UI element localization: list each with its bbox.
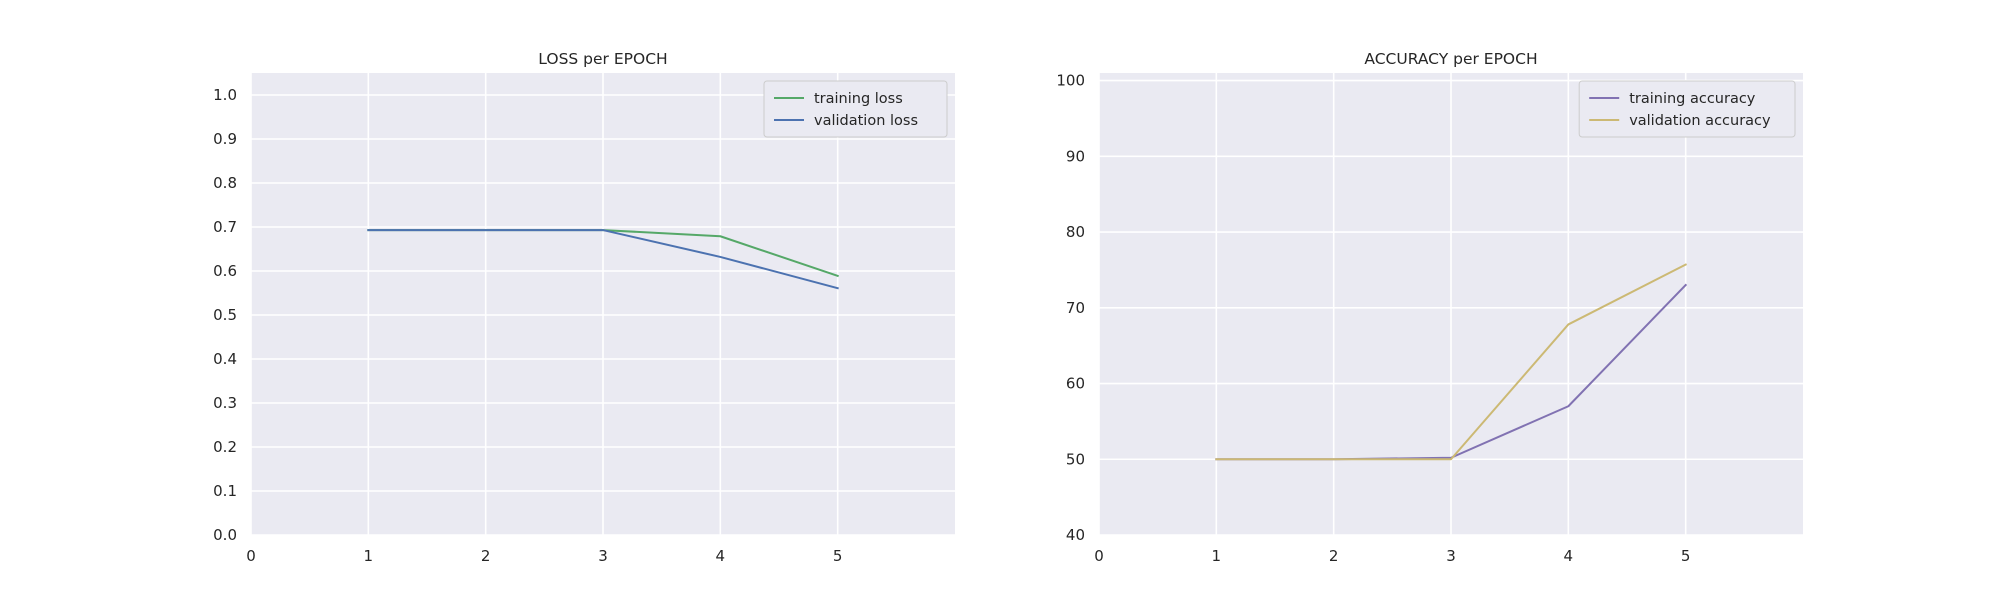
x-tick-label: 2 — [481, 547, 491, 565]
x-tick-label: 4 — [716, 547, 726, 565]
y-tick-label: 0.9 — [213, 130, 237, 148]
legend-label: training loss — [814, 91, 903, 107]
x-tick-label: 0 — [1094, 547, 1104, 565]
y-tick-label: 60 — [1066, 375, 1085, 393]
y-tick-label: 50 — [1066, 450, 1085, 468]
x-tick-label: 0 — [246, 547, 256, 565]
y-tick-label: 0.5 — [213, 306, 237, 324]
y-tick-label: 100 — [1056, 72, 1085, 90]
legend-box — [1578, 80, 1796, 138]
y-tick-label: 0.1 — [213, 482, 237, 500]
legend-label: training accuracy — [1629, 91, 1756, 107]
y-tick-label: 80 — [1066, 223, 1085, 241]
x-tick-label: 5 — [1681, 547, 1691, 565]
y-tick-label: 0.2 — [213, 438, 237, 456]
x-tick-label: 4 — [1564, 547, 1574, 565]
legend: training loss validation loss — [763, 80, 948, 138]
y-tick-label: 90 — [1066, 147, 1085, 165]
y-tick-label: 0.4 — [213, 350, 237, 368]
legend-label: validation accuracy — [1629, 113, 1771, 129]
x-tick-label: 1 — [1212, 547, 1222, 565]
y-tick-label: 0.6 — [213, 262, 237, 280]
x-tick-label: 3 — [1446, 547, 1456, 565]
legend: training accuracy validation accuracy — [1578, 80, 1796, 138]
x-tick-label: 1 — [364, 547, 374, 565]
chart-title: ACCURACY per EPOCH — [1364, 50, 1537, 68]
y-tick-label: 0.8 — [213, 174, 237, 192]
x-tick-label: 5 — [833, 547, 843, 565]
x-tick-label: 3 — [598, 547, 608, 565]
y-tick-label: 40 — [1066, 526, 1085, 544]
y-tick-label: 0.7 — [213, 218, 237, 236]
legend-label: validation loss — [814, 113, 918, 129]
chart-panel-1: 0 1 2 3 4 5 0.0 0.1 0.2 0.3 0.4 0.5 0.6 0.7 0.8 0.9 1.0 L… — [213, 50, 955, 565]
chart-panel-2: 0 1 2 3 4 5 40 50 60 70 80 90 100 ACCURACY per EPOCH t… — [1056, 50, 1803, 565]
y-tick-label: 70 — [1066, 299, 1085, 317]
x-tick-label: 2 — [1329, 547, 1339, 565]
y-tick-label: 0.3 — [213, 394, 237, 412]
y-tick-label: 0.0 — [213, 526, 237, 544]
chart-title: LOSS per EPOCH — [538, 50, 667, 68]
y-tick-label: 1.0 — [213, 86, 237, 104]
legend-box — [763, 80, 948, 138]
